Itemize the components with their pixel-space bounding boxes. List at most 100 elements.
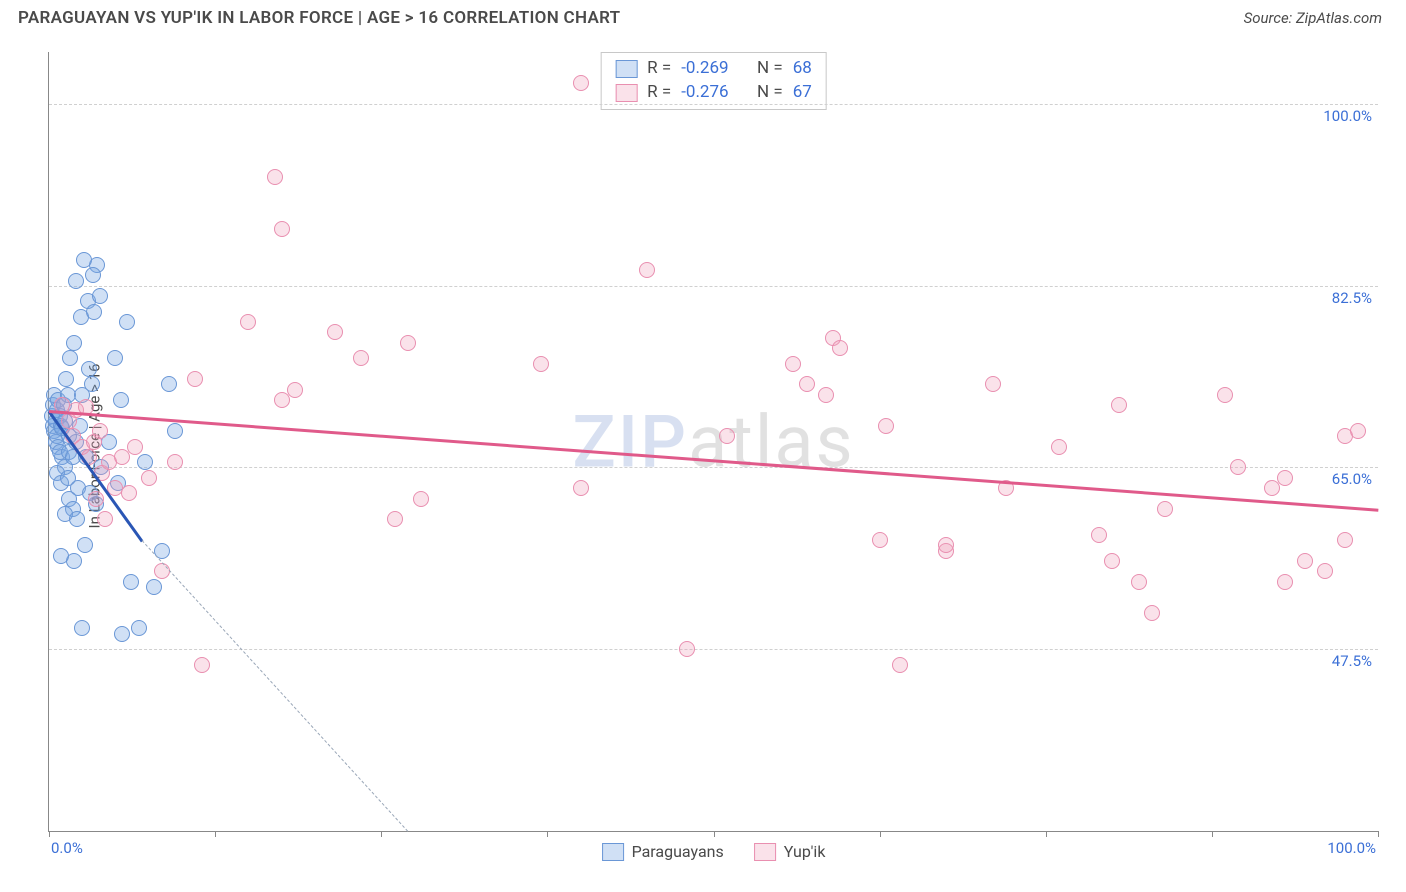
- stats-legend-box: R = -0.269 N = 68 R = -0.276 N = 67: [600, 52, 827, 110]
- data-point-paraguayans: [119, 314, 135, 330]
- trend-line: [142, 540, 409, 831]
- data-point-yupik: [274, 221, 290, 237]
- data-point-paraguayans: [146, 579, 162, 595]
- watermark-zip: ZIP: [572, 399, 688, 484]
- data-point-paraguayans: [66, 335, 82, 351]
- data-point-yupik: [573, 480, 589, 496]
- data-point-yupik: [387, 511, 403, 527]
- gridline: [49, 467, 1378, 468]
- data-point-paraguayans: [161, 376, 177, 392]
- data-point-yupik: [400, 335, 416, 351]
- gridline: [49, 649, 1378, 650]
- legend-label-yupik: Yup'ik: [784, 842, 826, 861]
- data-point-yupik: [1144, 605, 1160, 621]
- data-point-yupik: [799, 376, 815, 392]
- legend-item-paraguayans: Paraguayans: [602, 842, 724, 861]
- chart-plot-area: ZIPatlas R = -0.269 N = 68 R = -0.276 N …: [48, 52, 1378, 832]
- x-tick: [381, 831, 382, 837]
- data-point-yupik: [818, 387, 834, 403]
- n-value-paraguayans: 68: [793, 57, 812, 81]
- n-label: N =: [757, 57, 783, 81]
- data-point-yupik: [1264, 480, 1280, 496]
- data-point-yupik: [878, 418, 894, 434]
- legend-label-paraguayans: Paraguayans: [632, 842, 724, 861]
- data-point-yupik: [679, 641, 695, 657]
- data-point-paraguayans: [81, 361, 97, 377]
- data-point-yupik: [240, 314, 256, 330]
- data-point-paraguayans: [86, 304, 102, 320]
- y-tick-label: 47.5%: [1332, 652, 1372, 670]
- data-point-paraguayans: [77, 537, 93, 553]
- data-point-yupik: [1131, 574, 1147, 590]
- n-value-yupik: 67: [793, 81, 812, 105]
- x-tick: [215, 831, 216, 837]
- data-point-paraguayans: [114, 626, 130, 642]
- watermark: ZIPatlas: [572, 399, 854, 484]
- data-point-yupik: [287, 382, 303, 398]
- source-attribution: Source: ZipAtlas.com: [1244, 9, 1382, 27]
- data-point-paraguayans: [85, 267, 101, 283]
- data-point-yupik: [194, 657, 210, 673]
- data-point-yupik: [97, 511, 113, 527]
- source-prefix: Source:: [1244, 9, 1296, 27]
- data-point-yupik: [88, 491, 104, 507]
- data-point-yupik: [1111, 397, 1127, 413]
- swatch-yupik-icon: [615, 84, 637, 102]
- data-point-paraguayans: [167, 423, 183, 439]
- data-point-yupik: [1217, 387, 1233, 403]
- x-tick: [49, 831, 50, 837]
- data-point-paraguayans: [62, 350, 78, 366]
- data-point-paraguayans: [58, 371, 74, 387]
- data-point-paraguayans: [131, 620, 147, 636]
- data-point-paraguayans: [53, 548, 69, 564]
- data-point-yupik: [1317, 563, 1333, 579]
- chart-title: PARAGUAYAN VS YUP'IK IN LABOR FORCE | AG…: [18, 8, 620, 28]
- data-point-yupik: [141, 470, 157, 486]
- legend-item-yupik: Yup'ik: [754, 842, 826, 861]
- r-label: R =: [647, 57, 671, 81]
- data-point-yupik: [1104, 553, 1120, 569]
- y-tick-label: 82.5%: [1332, 289, 1372, 307]
- legend-swatch-yupik-icon: [754, 843, 776, 861]
- data-point-yupik: [1350, 423, 1366, 439]
- data-point-yupik: [573, 75, 589, 91]
- trend-line: [49, 410, 1378, 512]
- data-point-paraguayans: [92, 288, 108, 304]
- data-point-yupik: [353, 350, 369, 366]
- data-point-yupik: [639, 262, 655, 278]
- x-axis-origin-label: 0.0%: [51, 839, 83, 857]
- x-axis-max-label: 100.0%: [1327, 839, 1376, 857]
- data-point-paraguayans: [123, 574, 139, 590]
- data-point-yupik: [127, 439, 143, 455]
- data-point-yupik: [167, 454, 183, 470]
- r-value-yupik: -0.276: [681, 81, 728, 105]
- data-point-yupik: [154, 563, 170, 579]
- bottom-legend: Paraguayans Yup'ik: [602, 842, 826, 861]
- r-value-paraguayans: -0.269: [681, 57, 728, 81]
- data-point-paraguayans: [69, 511, 85, 527]
- x-tick: [714, 831, 715, 837]
- swatch-paraguayans-icon: [615, 60, 637, 78]
- data-point-paraguayans: [76, 252, 92, 268]
- data-point-yupik: [187, 371, 203, 387]
- y-tick-label: 65.0%: [1332, 470, 1372, 488]
- data-point-yupik: [114, 449, 130, 465]
- data-point-yupik: [1297, 553, 1313, 569]
- data-point-yupik: [719, 428, 735, 444]
- data-point-paraguayans: [107, 350, 123, 366]
- data-point-yupik: [985, 376, 1001, 392]
- data-point-paraguayans: [84, 376, 100, 392]
- data-point-yupik: [1337, 532, 1353, 548]
- legend-swatch-paraguayans-icon: [602, 843, 624, 861]
- stats-row-paraguayans: R = -0.269 N = 68: [615, 57, 812, 81]
- data-point-yupik: [267, 169, 283, 185]
- y-tick-label: 100.0%: [1323, 107, 1372, 125]
- x-tick: [1212, 831, 1213, 837]
- gridline: [49, 286, 1378, 287]
- data-point-yupik: [1091, 527, 1107, 543]
- x-tick: [547, 831, 548, 837]
- data-point-yupik: [1277, 470, 1293, 486]
- data-point-paraguayans: [74, 620, 90, 636]
- data-point-yupik: [533, 356, 549, 372]
- data-point-yupik: [872, 532, 888, 548]
